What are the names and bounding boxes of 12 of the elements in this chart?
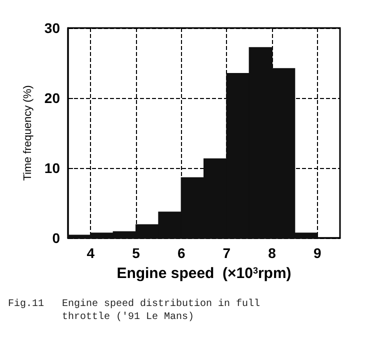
- y-axis-title: Time frequency (%): [22, 85, 34, 181]
- y-tick-label: 10: [44, 160, 60, 176]
- y-tick-label: 20: [44, 90, 60, 106]
- x-tick-label: 7: [222, 245, 231, 261]
- x-tick-label: 6: [177, 245, 186, 261]
- caption: Fig.11 Engine speed distribution in full throttle ('91 Le Mans): [8, 298, 260, 323]
- x-tick-label: 9: [313, 245, 322, 261]
- x-tick-label: 4: [86, 245, 95, 261]
- x-tick-label: 8: [268, 245, 276, 261]
- x-tick-label: 5: [132, 245, 140, 261]
- y-tick-label: 30: [44, 20, 60, 36]
- y-tick-label: 0: [52, 230, 60, 246]
